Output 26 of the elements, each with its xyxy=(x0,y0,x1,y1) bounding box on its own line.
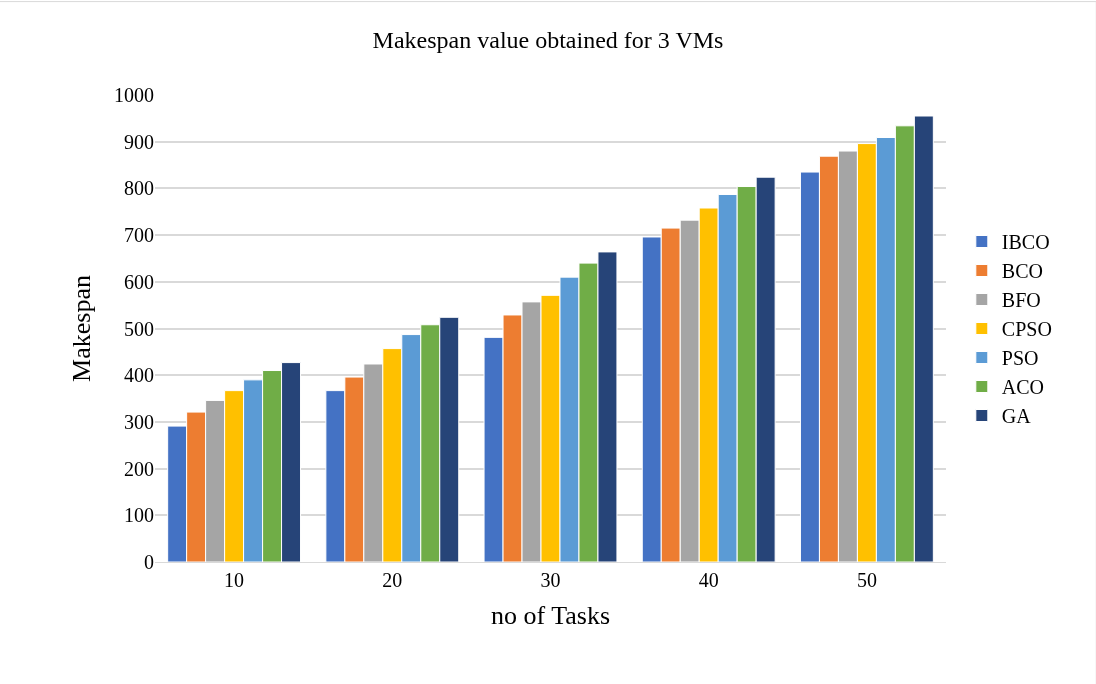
x-axis-title: no of Tasks xyxy=(490,600,611,630)
legend-label: BFO xyxy=(1001,289,1041,312)
y-tick-label: 1000 xyxy=(114,84,154,106)
chart-title: Makespan value obtained for 3 VMs xyxy=(372,26,724,53)
legend-label: ACO xyxy=(1001,376,1045,399)
y-tick-label: 400 xyxy=(124,364,154,387)
y-tick-label: 700 xyxy=(124,224,154,247)
x-tick-label: 40 xyxy=(698,569,719,591)
y-tick-label: 600 xyxy=(124,270,154,293)
y-tick-label: 100 xyxy=(124,504,154,527)
legend-label: CPSO xyxy=(1001,318,1052,341)
legend-label: GA xyxy=(1001,405,1032,428)
y-tick-label: 900 xyxy=(124,130,154,153)
x-tick-label: 10 xyxy=(224,569,245,591)
y-tick-label: 0 xyxy=(144,551,154,573)
legend-label: IBCO xyxy=(1001,231,1050,254)
y-tick-label: 300 xyxy=(124,410,154,433)
y-tick-label: 800 xyxy=(124,177,154,200)
x-tick-label: 30 xyxy=(540,569,561,591)
legend-label: BCO xyxy=(1001,260,1043,283)
y-tick-label: 200 xyxy=(124,457,154,480)
x-tick-label: 50 xyxy=(856,569,877,591)
y-axis-title: Makespan xyxy=(67,275,97,382)
x-tick-label: 20 xyxy=(382,569,403,591)
legend-label: PSO xyxy=(1001,347,1039,370)
y-tick-label: 500 xyxy=(124,317,154,340)
